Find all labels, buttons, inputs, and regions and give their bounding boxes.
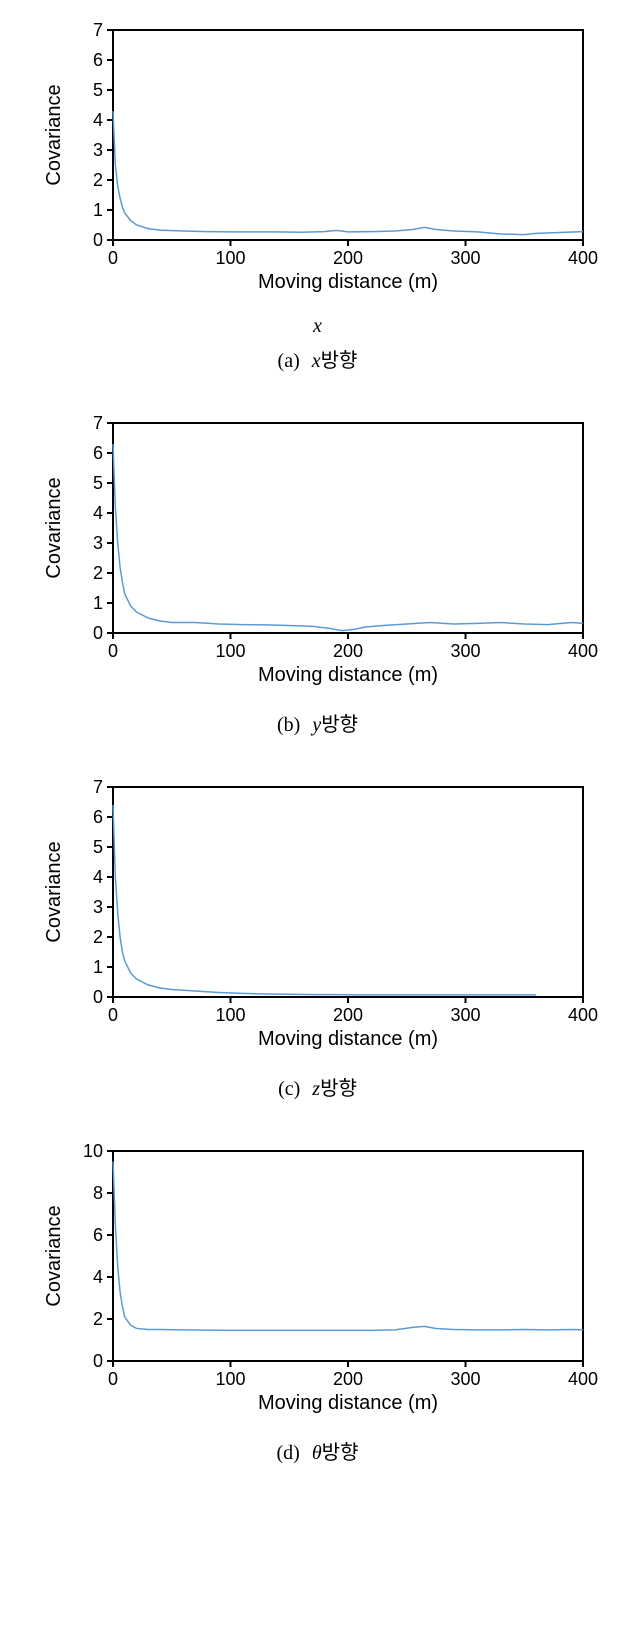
x-tick-label: 100 xyxy=(215,641,245,661)
chart-container-a: 0 1 2 3 4 5 6 7 0 100 200 300 400 Covariance Moving di… xyxy=(38,20,598,305)
x-tick-label: 200 xyxy=(332,1005,362,1025)
extra-sub-caption-a: x xyxy=(10,315,625,338)
y-tick-label: 2 xyxy=(92,927,102,947)
plot-border xyxy=(113,787,583,997)
caption-suffix: 방향 xyxy=(320,1078,357,1100)
caption-variable: θ xyxy=(312,1442,322,1464)
y-tick-label: 3 xyxy=(92,897,102,917)
caption-label: (b) xyxy=(277,714,300,736)
caption-variable: z xyxy=(312,1078,320,1100)
x-tick-label: 300 xyxy=(450,1005,480,1025)
caption-d: (d) θ방향 xyxy=(10,1436,625,1465)
x-tick-label: 400 xyxy=(567,248,597,268)
x-tick-label: 100 xyxy=(215,248,245,268)
y-tick-label: 0 xyxy=(92,230,102,250)
x-tick-label: 0 xyxy=(107,641,117,661)
caption-a: (a) x방향 xyxy=(10,344,625,373)
x-tick-label: 0 xyxy=(107,1369,117,1389)
x-tick-label: 100 xyxy=(215,1005,245,1025)
chart-svg-d: 02468100100200300400CovarianceMoving dis… xyxy=(38,1141,598,1421)
x-tick-label: 200 xyxy=(332,1369,362,1389)
y-tick-label: 3 xyxy=(92,533,102,553)
y-tick-label: 5 xyxy=(92,837,102,857)
y-tick-label: 6 xyxy=(92,807,102,827)
x-tick-label: 0 xyxy=(107,248,117,268)
caption-label: (d) xyxy=(277,1442,300,1464)
y-tick-label: 6 xyxy=(92,50,102,70)
x-tick-label: 300 xyxy=(450,248,480,268)
caption-label: (c) xyxy=(278,1078,300,1100)
y-tick-label: 2 xyxy=(92,1309,102,1329)
chart-svg-a: 0 1 2 3 4 5 6 7 0 100 200 300 400 Covariance Moving di… xyxy=(38,20,598,300)
x-tick-label: 200 xyxy=(332,248,362,268)
chart-block-a: 0 1 2 3 4 5 6 7 0 100 200 300 400 Covariance Moving di… xyxy=(10,20,625,373)
y-axis-label: Covariance xyxy=(43,477,65,578)
y-tick-label: 2 xyxy=(92,170,102,190)
x-tick-label: 400 xyxy=(567,641,597,661)
plot-border xyxy=(113,423,583,633)
caption-suffix: 방향 xyxy=(321,714,358,736)
y-tick-label: 0 xyxy=(92,1351,102,1371)
y-tick-label: 6 xyxy=(92,1225,102,1245)
y-tick-label: 0 xyxy=(92,623,102,643)
caption-b: (b) y방향 xyxy=(10,708,625,737)
y-axis-label: Covariance xyxy=(43,1205,65,1306)
caption-label: (a) xyxy=(278,350,300,372)
y-tick-label: 1 xyxy=(92,957,102,977)
y-tick-label: 1 xyxy=(92,200,102,220)
x-tick-label: 200 xyxy=(332,641,362,661)
chart-block-b: 0 1 2 3 4 5 6 7 0 100 200 300 400 Covariance Moving di… xyxy=(10,413,625,737)
x-tick-label: 100 xyxy=(215,1369,245,1389)
chart-svg-c: 0 1 2 3 4 5 6 7 0 100 200 300 400 Covariance Moving di… xyxy=(38,777,598,1057)
y-tick-label: 10 xyxy=(82,1141,102,1161)
y-tick-label: 2 xyxy=(92,563,102,583)
chart-container-d: 02468100100200300400CovarianceMoving dis… xyxy=(38,1141,598,1426)
x-axis-label: Moving distance (m) xyxy=(257,1028,437,1050)
y-tick-label: 0 xyxy=(92,987,102,1007)
x-axis-label: Moving distance (m) xyxy=(257,1392,437,1414)
x-axis-label: Moving distance (m) xyxy=(257,664,437,686)
y-tick-label: 1 xyxy=(92,593,102,613)
caption-variable: y xyxy=(312,714,321,736)
y-tick-label: 7 xyxy=(92,20,102,40)
chart-block-c: 0 1 2 3 4 5 6 7 0 100 200 300 400 Covariance Moving di… xyxy=(10,777,625,1101)
y-tick-label: 8 xyxy=(92,1183,102,1203)
caption-suffix: 방향 xyxy=(322,1442,359,1464)
y-axis-label: Covariance xyxy=(43,84,65,185)
y-tick-label: 4 xyxy=(92,1267,102,1287)
y-tick-label: 7 xyxy=(92,413,102,433)
caption-c: (c) z방향 xyxy=(10,1072,625,1101)
chart-svg-b: 0 1 2 3 4 5 6 7 0 100 200 300 400 Covariance Moving di… xyxy=(38,413,598,693)
chart-container-b: 0 1 2 3 4 5 6 7 0 100 200 300 400 Covariance Moving di… xyxy=(38,413,598,698)
x-tick-label: 400 xyxy=(567,1005,597,1025)
y-tick-label: 5 xyxy=(92,80,102,100)
x-tick-label: 300 xyxy=(450,1369,480,1389)
y-axis-label: Covariance xyxy=(43,841,65,942)
y-tick-label: 7 xyxy=(92,777,102,797)
y-tick-label: 4 xyxy=(92,110,102,130)
y-tick-label: 4 xyxy=(92,867,102,887)
caption-variable: x xyxy=(312,350,321,372)
y-tick-label: 3 xyxy=(92,140,102,160)
chart-container-c: 0 1 2 3 4 5 6 7 0 100 200 300 400 Covariance Moving di… xyxy=(38,777,598,1062)
y-tick-label: 4 xyxy=(92,503,102,523)
x-tick-label: 300 xyxy=(450,641,480,661)
x-tick-label: 0 xyxy=(107,1005,117,1025)
caption-suffix: 방향 xyxy=(321,350,358,372)
plot-border xyxy=(113,30,583,240)
x-axis-label: Moving distance (m) xyxy=(257,271,437,293)
y-tick-label: 5 xyxy=(92,473,102,493)
x-tick-label: 400 xyxy=(567,1369,597,1389)
y-tick-label: 6 xyxy=(92,443,102,463)
chart-block-d: 02468100100200300400CovarianceMoving dis… xyxy=(10,1141,625,1465)
